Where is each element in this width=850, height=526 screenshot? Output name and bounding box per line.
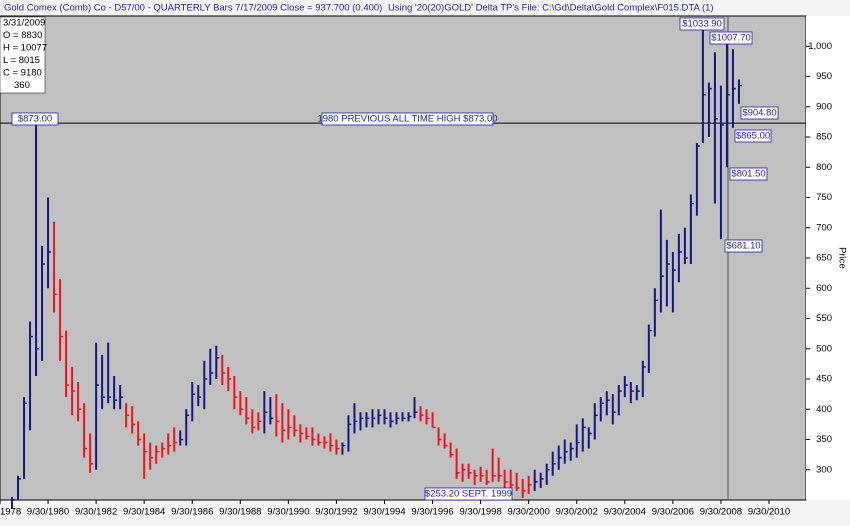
info-line: H = 10077: [3, 43, 47, 54]
x-tick-label: 9/30/1984: [123, 507, 165, 518]
annotation-box: [424, 487, 513, 501]
x-tick-label: 9/30/1980: [27, 507, 69, 518]
annotation-box: [709, 31, 753, 45]
y-tick-label: 700: [816, 222, 832, 233]
annotation-box: [729, 167, 768, 181]
annotation-label: $865.00: [736, 131, 770, 142]
annotation-box: [11, 112, 59, 126]
x-tick-label: 9/30/1994: [363, 507, 405, 518]
annotation-box: [734, 129, 772, 143]
header-title: Gold Comex (Comb) Co - D57/00 - QUARTERL…: [4, 3, 382, 14]
x-tick-label: 9/30/1988: [219, 507, 261, 518]
y-tick-label: 750: [816, 192, 832, 203]
info-box: [0, 16, 46, 94]
x-tick-label: 9/30/1986: [171, 507, 213, 518]
y-tick-label: 800: [816, 162, 832, 173]
annotation-box: [679, 17, 725, 31]
annotation-label: $253.20 SEPT. 1999: [425, 489, 512, 500]
annotation-box: [724, 239, 763, 253]
x-tick-label: 9/30/1990: [267, 507, 309, 518]
info-line: L = 8015: [3, 55, 40, 66]
header-subtitle: Using '20(20)GOLD' Delta TP's File: C:\G…: [388, 3, 714, 14]
y-axis-label: Price: [836, 247, 847, 269]
info-line: 3/31/2009: [3, 18, 45, 29]
y-tick-label: 300: [816, 464, 832, 475]
x-tick-label: 9/30/1998: [459, 507, 501, 518]
x-tick-label: 9/30/2004: [604, 507, 646, 518]
x-tick-label: 9/30/2006: [652, 507, 694, 518]
x-tick-label: 9/30/2008: [700, 507, 742, 518]
annotation-box: [740, 106, 779, 120]
y-tick-label: 600: [816, 283, 832, 294]
annotation-label: $681.10: [726, 241, 760, 252]
y-tick-label: 400: [816, 404, 832, 415]
y-tick-label: 950: [816, 71, 832, 82]
y-tick-label: 1,000: [808, 41, 832, 52]
info-line: 360: [14, 80, 30, 91]
annotation-label: $873.00: [18, 114, 52, 125]
y-tick-label: 450: [816, 374, 832, 385]
annotation-box: [321, 112, 494, 126]
x-tick-label: 9/30/1992: [315, 507, 357, 518]
y-tick-label: 650: [816, 253, 832, 264]
annotation-label: 1980 PREVIOUS ALL TIME HIGH $873.00: [317, 114, 497, 125]
annotation-label: $1033.90: [682, 19, 722, 30]
x-tick-label: 9/30/2010: [748, 507, 790, 518]
info-line: O = 8830: [3, 30, 42, 41]
annotation-label: $1007.70: [711, 33, 751, 44]
annotation-label: $801.50: [731, 169, 765, 180]
x-tick-label: 9/30/1978: [0, 507, 21, 518]
y-tick-label: 350: [816, 434, 832, 445]
y-tick-label: 500: [816, 343, 832, 354]
y-tick-label: 900: [816, 101, 832, 112]
x-tick-label: 9/30/2002: [556, 507, 598, 518]
x-tick-label: 9/30/1996: [411, 507, 453, 518]
y-tick-label: 850: [816, 132, 832, 143]
y-tick-label: 550: [816, 313, 832, 324]
x-tick-label: 9/30/1982: [75, 507, 117, 518]
info-line: C = 9180: [3, 68, 42, 79]
x-tick-label: 9/30/2000: [508, 507, 550, 518]
annotation-label: $904.80: [742, 108, 776, 119]
axis-area: [806, 16, 850, 500]
